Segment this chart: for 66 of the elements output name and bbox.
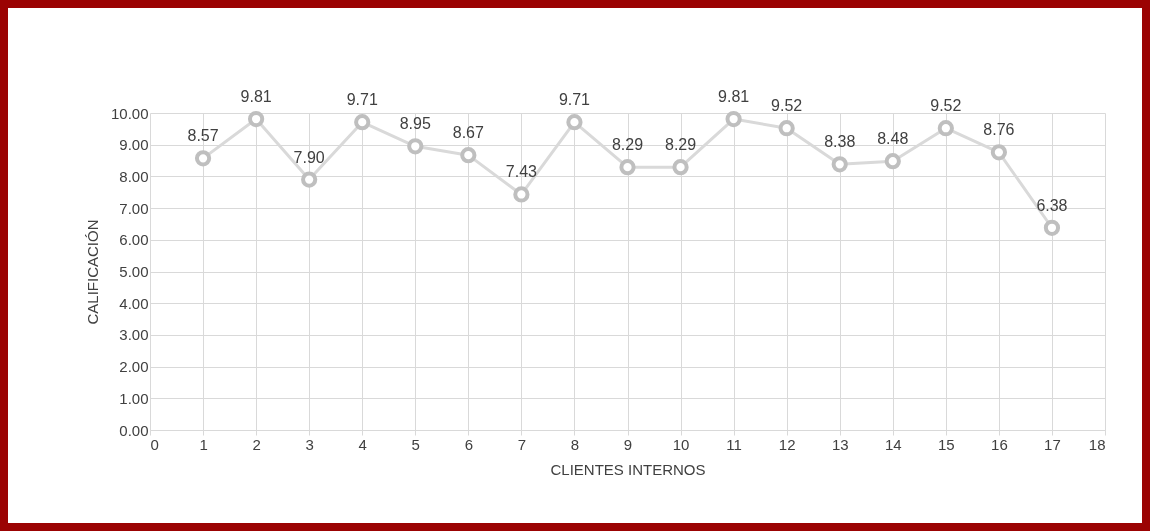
point <box>778 120 795 137</box>
data-label: 7.43 <box>505 163 538 181</box>
y-tick-label: 2.00 <box>119 358 149 376</box>
data-label: 9.52 <box>771 97 803 115</box>
data-label: 9.52 <box>930 97 962 115</box>
x-tick-label: 17 <box>1044 435 1061 453</box>
data-label: 6.38 <box>1036 196 1068 214</box>
x-tick-label: 1 <box>199 435 208 453</box>
y-tick-label: 8.00 <box>119 167 149 185</box>
data-label: 7.90 <box>293 148 325 166</box>
y-tick-label: 5.00 <box>119 263 149 280</box>
x-tick-label: 16 <box>991 435 1008 453</box>
y-tick-label: 0.00 <box>119 421 149 439</box>
x-tick-label: 3 <box>305 435 314 453</box>
x-tick-label: 6 <box>464 435 474 453</box>
data-label: 8.57 <box>187 127 219 145</box>
y-tick-label: 7.00 <box>119 199 149 217</box>
x-tick-label: 15 <box>937 435 955 453</box>
point <box>566 114 583 131</box>
x-tick-label: 14 <box>884 435 902 453</box>
point <box>831 156 848 173</box>
point <box>194 150 212 167</box>
x-tick-label: 0 <box>150 435 159 453</box>
x-tick-label: 2 <box>252 435 261 453</box>
data-label: 8.76 <box>983 121 1015 139</box>
x-tick-label: 18 <box>1088 435 1106 453</box>
y-tick-label: 6.00 <box>119 231 149 249</box>
point <box>725 110 742 128</box>
point <box>513 186 530 203</box>
x-tick-label: 13 <box>831 435 849 453</box>
point <box>247 110 265 128</box>
data-label: 8.48 <box>877 130 909 148</box>
y-tick-label: 3.00 <box>119 326 149 344</box>
point <box>937 120 954 137</box>
data-label: 9.71 <box>558 91 591 109</box>
point <box>407 138 424 155</box>
x-tick-label: 11 <box>726 435 742 453</box>
y-tick-label: 4.00 <box>119 294 149 312</box>
point <box>884 153 901 170</box>
point <box>301 171 318 188</box>
x-tick-label: 7 <box>517 435 527 453</box>
data-label: 8.29 <box>664 136 697 154</box>
y-axis-title: CALIFICACIÓN <box>83 219 101 325</box>
x-tick-label: 8 <box>570 435 580 453</box>
data-label: 8.29 <box>611 136 644 154</box>
point <box>1043 219 1061 236</box>
point <box>619 159 636 176</box>
x-axis-title: CLIENTES INTERNOS <box>550 460 706 478</box>
point <box>460 147 477 164</box>
y-tick-label: 1.00 <box>119 389 149 407</box>
data-label: 8.95 <box>399 115 431 133</box>
point <box>672 159 689 176</box>
data-label: 8.67 <box>452 124 485 142</box>
data-label: 8.38 <box>824 133 856 151</box>
y-tick-label: 10.00 <box>110 104 149 122</box>
data-label: 9.81 <box>240 88 272 106</box>
data-label: 9.81 <box>718 88 750 106</box>
x-tick-label: 12 <box>778 435 796 453</box>
x-tick-label: 5 <box>411 435 420 453</box>
x-tick-label: 9 <box>623 435 633 453</box>
x-tick-label: 10 <box>672 435 690 453</box>
data-label: 9.71 <box>346 91 378 109</box>
point <box>990 144 1008 161</box>
x-tick-label: 4 <box>358 435 367 453</box>
y-tick-label: 9.00 <box>119 136 149 154</box>
point <box>354 114 371 131</box>
